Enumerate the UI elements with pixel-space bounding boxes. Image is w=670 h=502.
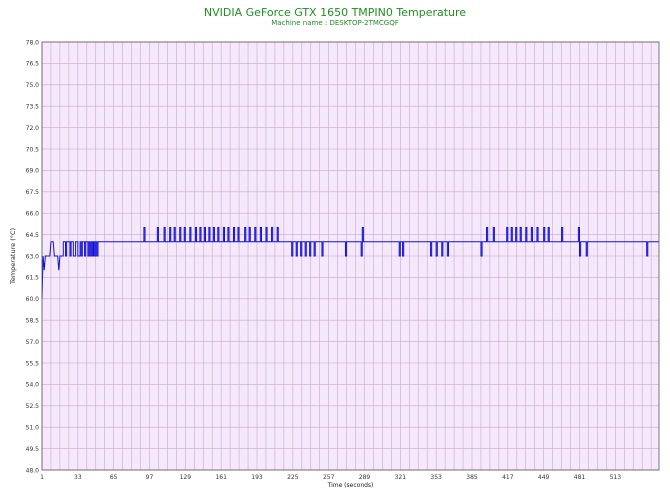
x-tick-label: 481: [574, 474, 586, 481]
x-tick-label: 129: [180, 474, 192, 481]
y-tick-label: 69.0: [26, 168, 40, 175]
y-tick-label: 60.0: [26, 296, 40, 303]
x-tick-label: 193: [251, 474, 263, 481]
y-tick-label: 55.5: [26, 360, 40, 367]
x-tick-label: 257: [323, 474, 335, 481]
x-tick-label: 417: [502, 474, 514, 481]
chart-title: NVIDIA GeForce GTX 1650 TMPIN0 Temperatu…: [203, 6, 467, 19]
y-axis-ticks: 48.0 49.5 51.0 52.5 54.0 55.5 57.0 58.5 60.0 61.5…: [26, 39, 40, 474]
y-tick-label: 52.5: [26, 403, 40, 410]
x-tick-label: 97: [146, 474, 154, 481]
x-axis-ticks: 1 33 65 97 129 161 193 225 257 289 321 353 385 417 449…: [40, 474, 621, 481]
temperature-series-line: [41, 226, 659, 299]
x-tick-label: 513: [610, 474, 622, 481]
y-axis-label: Temperature (°C): [9, 228, 17, 285]
plot-frame: [41, 41, 660, 471]
y-tick-label: 58.5: [26, 318, 40, 325]
x-tick-label: 289: [359, 474, 371, 481]
y-tick-label: 78.0: [26, 39, 40, 46]
y-tick-label: 51.0: [26, 425, 40, 432]
y-tick-label: 75.0: [26, 82, 40, 89]
y-tick-label: 66.0: [26, 211, 40, 218]
y-tick-label: 70.5: [26, 146, 40, 153]
x-tick-label: 449: [538, 474, 550, 481]
x-tick-label: 385: [466, 474, 478, 481]
y-tick-label: 49.5: [26, 446, 40, 453]
chart-subtitle: Machine name : DESKTOP-2TMCGQF: [271, 19, 399, 27]
y-tick-label: 67.5: [26, 189, 40, 196]
y-tick-label: 73.5: [26, 104, 40, 111]
y-tick-label: 76.5: [26, 61, 40, 68]
x-tick-label: 33: [74, 474, 82, 481]
x-tick-label: 225: [287, 474, 299, 481]
x-tick-label: 65: [110, 474, 118, 481]
y-tick-label: 63.0: [26, 253, 40, 260]
x-tick-label: 161: [215, 474, 227, 481]
y-tick-label: 72.0: [26, 125, 40, 132]
y-tick-label: 57.0: [26, 339, 40, 346]
x-tick-label: 321: [395, 474, 407, 481]
y-tick-label: 54.0: [26, 382, 40, 389]
x-tick-label: 1: [40, 474, 44, 481]
y-tick-label: 64.5: [26, 232, 40, 239]
grid: [41, 41, 659, 471]
y-tick-label: 48.0: [26, 467, 40, 474]
x-tick-label: 353: [430, 474, 442, 481]
y-tick-label: 61.5: [26, 275, 40, 282]
x-axis-label: Time (seconds): [327, 482, 374, 489]
